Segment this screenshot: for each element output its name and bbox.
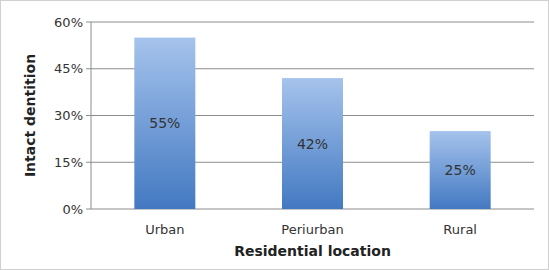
y-tick-label: 15% bbox=[54, 155, 83, 170]
data-label: 55% bbox=[149, 115, 180, 131]
bar bbox=[134, 38, 195, 209]
y-axis-title: Intact dentition bbox=[22, 54, 38, 177]
x-tick-label: Periurban bbox=[281, 222, 343, 237]
tick-mark bbox=[86, 22, 91, 23]
y-tick-label: 30% bbox=[54, 108, 83, 123]
x-tick-label: Rural bbox=[443, 222, 477, 237]
data-label: 25% bbox=[445, 162, 476, 178]
grid-line bbox=[91, 22, 534, 23]
bars bbox=[134, 38, 490, 209]
y-axis-line bbox=[91, 22, 92, 209]
y-tick-label: 60% bbox=[54, 15, 83, 30]
bar bbox=[282, 78, 343, 209]
tick-mark bbox=[86, 115, 91, 116]
x-axis-title: Residential location bbox=[234, 243, 391, 259]
chart-frame bbox=[1, 1, 549, 270]
y-tick-label: 0% bbox=[62, 202, 83, 217]
data-label: 42% bbox=[297, 136, 328, 152]
y-tick-label: 45% bbox=[54, 61, 83, 76]
x-tick-label: Urban bbox=[145, 222, 184, 237]
data-labels: 55% 42% 25% bbox=[149, 115, 475, 178]
chart: 0% 15% 30% 45% 60% 55% 42% 25% Urban Periurban Rur… bbox=[0, 0, 549, 270]
tick-mark bbox=[86, 68, 91, 69]
bar bbox=[430, 131, 491, 209]
tick-mark bbox=[86, 162, 91, 163]
tick-mark bbox=[86, 209, 91, 210]
